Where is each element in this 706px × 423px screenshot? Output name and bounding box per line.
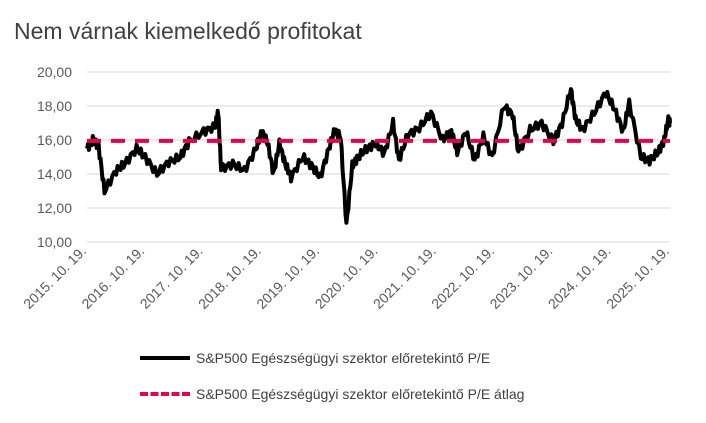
y-tick-label: 10,00 — [37, 234, 72, 250]
legend-label: S&P500 Egészségügyi szektor előretekintő… — [196, 386, 525, 402]
legend-swatch-solid — [140, 356, 190, 360]
legend-item-pe: S&P500 Egészségügyi szektor előretekintő… — [140, 350, 490, 366]
legend-label: S&P500 Egészségügyi szektor előretekintő… — [196, 350, 491, 366]
chart-title: Nem várnak kiemelkedő profitokat — [14, 18, 362, 44]
y-tick-label: 12,00 — [37, 200, 72, 216]
legend-item-pe-avg: S&P500 Egészségügyi szektor előretekintő… — [140, 386, 524, 402]
series-line-pe — [85, 87, 672, 225]
y-tick-label: 18,00 — [37, 98, 72, 114]
y-tick-label: 16,00 — [37, 132, 72, 148]
x-tick-label: 2025. 10. 19. — [603, 243, 672, 312]
legend-swatch-dashed — [140, 392, 190, 396]
y-tick-label: 14,00 — [37, 166, 72, 182]
y-tick-label: 20,00 — [37, 64, 72, 80]
